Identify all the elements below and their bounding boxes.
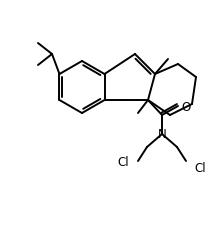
Text: N: N: [158, 128, 166, 141]
Text: Cl: Cl: [194, 161, 206, 174]
Text: Cl: Cl: [117, 155, 129, 168]
Text: O: O: [181, 100, 190, 113]
